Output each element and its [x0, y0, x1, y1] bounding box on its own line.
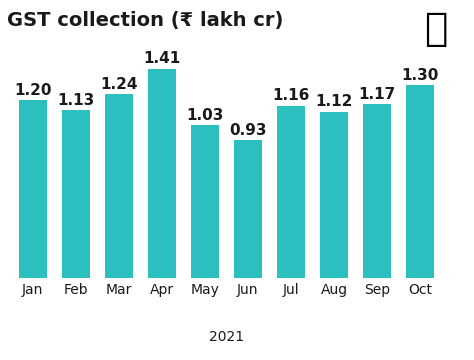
Text: 💵: 💵: [424, 10, 448, 48]
Bar: [19, 100, 47, 278]
Text: 1.41: 1.41: [143, 51, 181, 66]
Bar: [234, 140, 262, 278]
Bar: [62, 110, 90, 278]
Text: 2021: 2021: [209, 330, 244, 345]
Text: 1.30: 1.30: [401, 68, 439, 83]
Text: 0.93: 0.93: [229, 123, 267, 138]
Text: 1.13: 1.13: [57, 93, 94, 108]
Text: 1.17: 1.17: [358, 87, 396, 102]
Bar: [406, 85, 434, 278]
Text: 1.03: 1.03: [186, 108, 224, 123]
Text: GST collection (₹ lakh cr): GST collection (₹ lakh cr): [7, 12, 283, 31]
Text: 1.12: 1.12: [315, 94, 353, 109]
Bar: [320, 112, 348, 278]
Bar: [191, 125, 219, 278]
Text: 1.16: 1.16: [272, 89, 310, 103]
Bar: [105, 94, 133, 278]
Text: 1.20: 1.20: [14, 82, 52, 98]
Bar: [148, 68, 176, 278]
Text: 1.24: 1.24: [100, 77, 137, 91]
Bar: [363, 104, 391, 278]
Bar: [277, 106, 305, 278]
